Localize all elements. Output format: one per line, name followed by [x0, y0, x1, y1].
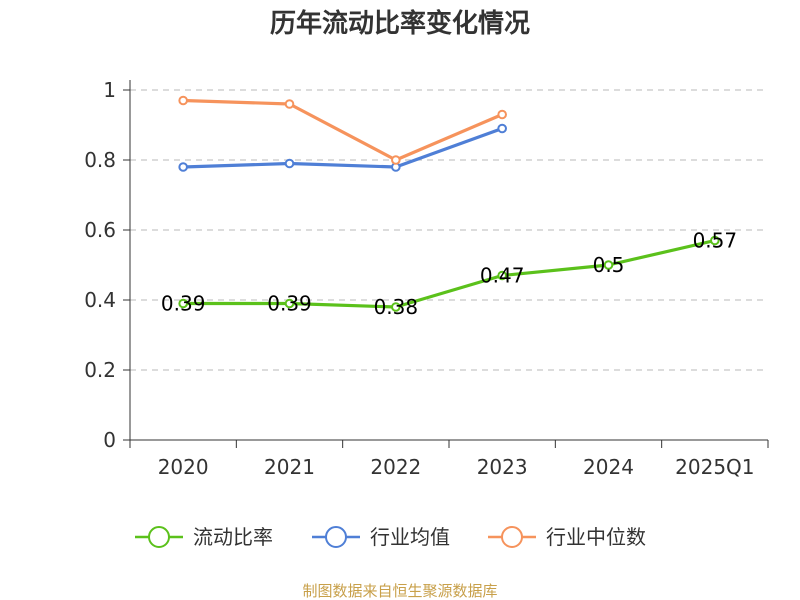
data-point	[497, 123, 507, 134]
legend-label: 行业中位数	[546, 525, 646, 549]
x-tick-label: 2024	[583, 455, 634, 479]
x-tick-label: 2021	[264, 455, 315, 479]
data-point	[391, 302, 401, 312]
data-point	[284, 158, 295, 169]
x-tick-label: 2025Q1	[675, 455, 754, 479]
x-tick-label: 2022	[370, 455, 421, 479]
chart-title: 历年流动比率变化情况	[270, 8, 530, 39]
data-label: 0.47	[480, 264, 525, 288]
series-group	[178, 95, 720, 312]
legend-label: 流动比率	[193, 525, 273, 549]
data-point	[284, 298, 295, 309]
y-tick-label: 0.8	[84, 148, 116, 172]
data-point	[178, 162, 188, 172]
legend-swatch-marker	[501, 526, 523, 548]
data-label: 0.39	[267, 292, 312, 316]
series-line	[183, 98, 503, 162]
y-tick-label: 0.6	[84, 218, 116, 242]
x-tick-label: 2023	[477, 455, 528, 479]
data-point	[497, 270, 507, 281]
x-tick-label: 2020	[158, 455, 209, 479]
y-tick-label: 0.2	[84, 358, 116, 382]
data-point	[178, 298, 188, 309]
data-label: 0.38	[374, 295, 419, 319]
data-label: 0.39	[161, 292, 206, 316]
data-point	[284, 99, 295, 109]
grid-lines	[130, 89, 768, 371]
data-label: 0.5	[593, 253, 625, 277]
legend-label: 行业均值	[370, 525, 450, 549]
data-point	[178, 95, 188, 106]
legend-swatch-marker	[148, 526, 170, 548]
legend: 流动比率 行业均值 行业中位数	[135, 525, 646, 549]
series-line	[183, 126, 503, 169]
data-label: 0.57	[693, 229, 738, 253]
legend-swatch-marker	[325, 526, 347, 548]
data-point	[497, 109, 507, 120]
axes: 0 0.2 0.4 0.6 0.8 1 2020 2021 2022 2023 2024 2025Q1	[84, 78, 769, 479]
source-note: 制图数据来自恒生聚源数据库	[302, 582, 497, 600]
data-point	[710, 235, 720, 246]
y-tick-label: 1	[103, 78, 116, 102]
data-point	[391, 155, 401, 165]
data-labels: 0.39 0.39 0.38 0.47 0.5 0.57	[161, 229, 737, 320]
data-point	[603, 260, 614, 270]
series-line	[183, 238, 716, 309]
y-tick-label: 0	[103, 428, 116, 452]
y-tick-label: 0.4	[84, 288, 116, 312]
